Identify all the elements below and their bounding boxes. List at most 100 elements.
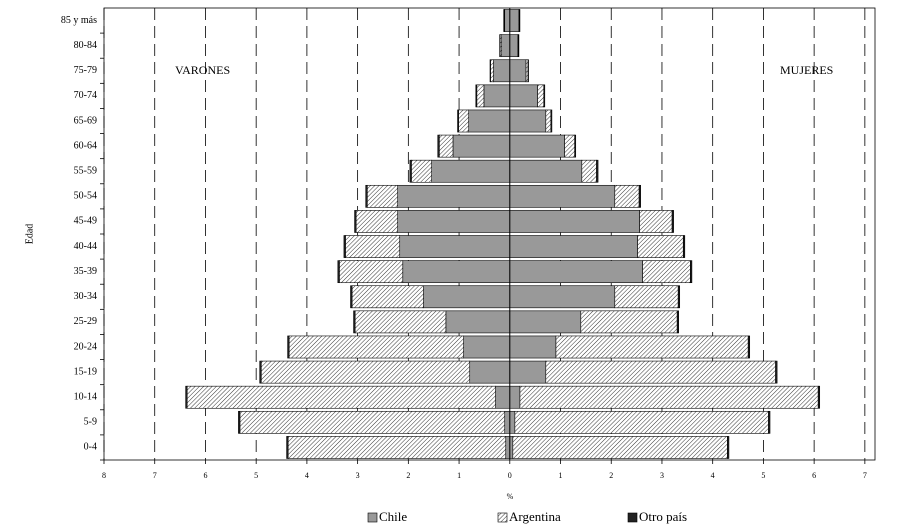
bar-segment [509, 134, 565, 158]
bar-segment [581, 159, 597, 183]
bar-segment [366, 184, 398, 208]
bar-segment [411, 159, 432, 183]
y-tick-label: 75-79 [74, 65, 97, 76]
bar-segment [509, 385, 521, 409]
bar-segment [468, 109, 511, 133]
bar-segment [445, 310, 511, 334]
bar-segment [509, 84, 538, 108]
y-tick-label: 40-44 [74, 241, 97, 252]
bar-segment [286, 436, 289, 459]
bar-segment [505, 436, 511, 459]
x-tick-label: 5 [761, 471, 765, 480]
bar-segment [509, 59, 527, 83]
x-tick-label: 1 [559, 471, 563, 480]
bar-segment [354, 310, 447, 334]
bar-segment [614, 184, 640, 208]
bar-segment [409, 159, 412, 183]
y-tick-label: 70-74 [74, 90, 97, 101]
legend-label: Otro país [639, 509, 687, 524]
bar-segment [260, 360, 471, 384]
bar-segment [495, 385, 511, 409]
x-tick-label: 3 [356, 471, 360, 480]
bar-segment [287, 335, 290, 359]
bar-segment [353, 310, 356, 334]
bar-segment [543, 84, 546, 108]
bar-segment [423, 285, 511, 309]
y-tick-label: 10-14 [74, 392, 97, 403]
y-tick-label: 60-64 [74, 140, 97, 151]
bar-segment [351, 285, 424, 309]
bar-segment [350, 285, 353, 309]
bar-segment [469, 360, 511, 384]
bar-segment [287, 436, 507, 459]
bar-segment [238, 410, 241, 434]
bar-segment [476, 84, 485, 108]
legend-label: Argentina [509, 509, 561, 524]
bar-segment [509, 235, 638, 258]
legend-swatch [367, 512, 378, 523]
side-label: VARONES [175, 63, 230, 77]
bar-segment [639, 210, 673, 233]
y-tick-label: 55-59 [74, 166, 97, 177]
bar-segment [493, 59, 511, 83]
bar-segment [682, 235, 686, 258]
y-tick-label: 0-4 [84, 442, 97, 453]
bar-segment [504, 9, 511, 32]
y-tick-label: 65-69 [74, 115, 97, 126]
bar-segment [509, 159, 583, 183]
bar-segment [537, 84, 545, 108]
bar-segment [365, 184, 368, 208]
bar-segment [355, 210, 398, 233]
bar-segment [343, 235, 346, 258]
bar-segment [817, 385, 821, 409]
legend-swatch [627, 512, 638, 523]
x-tick-label: 4 [305, 471, 309, 480]
x-tick-label: 3 [660, 471, 664, 480]
bar-segment [642, 260, 691, 284]
bar-segment [239, 410, 506, 434]
bar-segment [458, 109, 470, 133]
x-tick-label: 7 [153, 471, 157, 480]
y-tick-label: 15-19 [74, 366, 97, 377]
x-tick-label: 6 [812, 471, 816, 480]
bar-segment [525, 59, 529, 83]
bar-segment [501, 34, 511, 58]
bar-segment [431, 159, 511, 183]
y-tick-label: 25-29 [74, 316, 97, 327]
bar-segment [514, 410, 769, 434]
legend-label: Chile [379, 509, 407, 524]
y-tick-label: 80-84 [74, 40, 97, 51]
bar-segment [288, 335, 464, 359]
x-tick-label: 1 [457, 471, 461, 480]
bar-segment [402, 260, 511, 284]
bar-segment [638, 184, 641, 208]
bar-segment [509, 310, 582, 334]
bar-segment [727, 436, 730, 459]
bar-segment [564, 134, 576, 158]
bar-segment [614, 285, 679, 309]
bar-segment [690, 260, 693, 284]
x-tick-label: 2 [609, 471, 613, 480]
bar-segment [580, 310, 678, 334]
bar-segment [509, 260, 643, 284]
bar-segment [677, 285, 681, 309]
bar-segment [457, 109, 459, 133]
bar-segment [345, 235, 401, 258]
bar-segment [463, 335, 511, 359]
bar-segment [438, 134, 454, 158]
side-label: MUJERES [780, 63, 833, 77]
bar-segment [397, 210, 511, 233]
bar-segment [339, 260, 404, 284]
bar-segment [186, 385, 496, 409]
y-tick-label: 5-9 [84, 417, 97, 428]
x-tick-label: 2 [406, 471, 410, 480]
bar-segment [483, 84, 511, 108]
bar-segment [509, 335, 557, 359]
y-tick-label: 85 y más [61, 15, 97, 26]
bar-segment [504, 410, 511, 434]
y-tick-label: 35-39 [74, 266, 97, 277]
bar-segment [545, 360, 776, 384]
bar-segment [259, 360, 262, 384]
bar-segment [337, 260, 340, 284]
x-tick-label: 0 [508, 471, 512, 480]
